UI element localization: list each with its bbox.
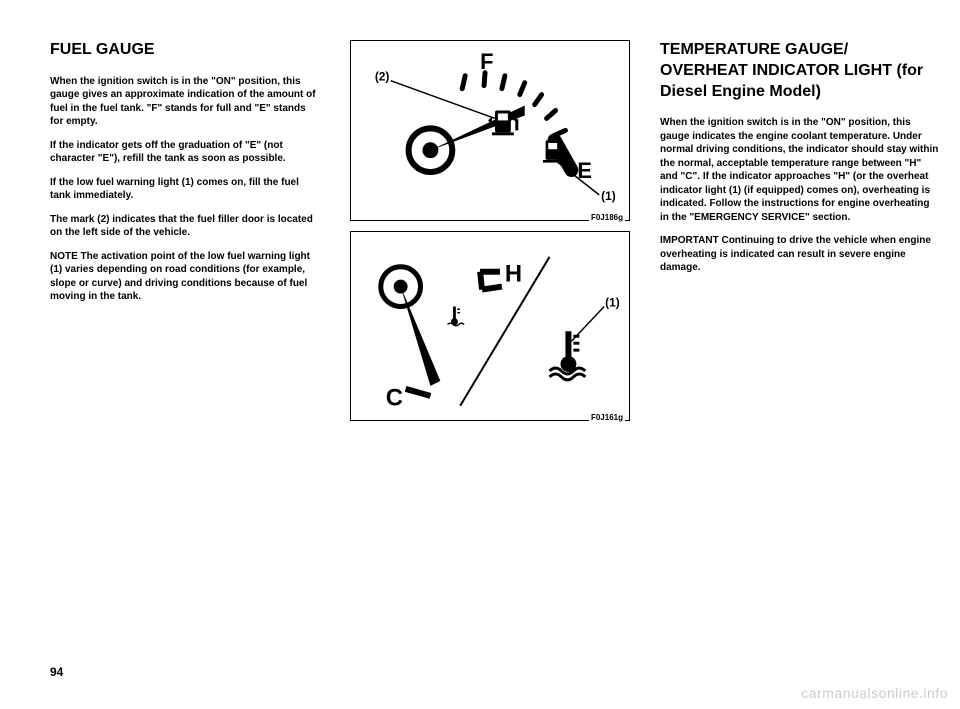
letter-f: F: [480, 49, 493, 74]
watermark: carmanualsonline.info: [801, 685, 948, 701]
fuel-gauge-svg: F E: [351, 41, 629, 220]
left-column: FUEL GAUGE When the ignition switch is i…: [50, 40, 320, 431]
letter-c: C: [386, 384, 403, 411]
callout-1: (1): [601, 189, 616, 203]
fuel-p3: If the low fuel warning light (1) comes …: [50, 176, 320, 203]
callout-2: (2): [375, 70, 390, 84]
fuel-p1: When the ignition switch is in the "ON" …: [50, 75, 320, 129]
temp-fig-label: F0J161g: [589, 413, 625, 422]
middle-column: F E: [350, 40, 630, 431]
fuel-gauge-heading: FUEL GAUGE: [50, 40, 320, 61]
temp-p1: When the ignition switch is in the "ON" …: [660, 116, 940, 224]
fuel-p5: NOTE The activation point of the low fue…: [50, 250, 320, 304]
temp-icon-small: [448, 306, 465, 325]
temp-heading: TEMPERATURE GAUGE/ OVERHEAT INDICATOR LI…: [660, 40, 940, 102]
fuel-p2: If the indicator gets off the graduation…: [50, 139, 320, 166]
right-column: TEMPERATURE GAUGE/ OVERHEAT INDICATOR LI…: [660, 40, 940, 431]
temp-gauge-svg: H C: [351, 232, 629, 421]
fuel-fig-label: F0J186g: [589, 213, 625, 222]
temp-gauge-figure: H C: [350, 231, 630, 422]
temp-p2: IMPORTANT Continuing to drive the vehicl…: [660, 234, 940, 275]
page-number: 94: [50, 665, 63, 679]
temp-callout-1: (1): [605, 295, 620, 309]
temp-icon-large: [550, 331, 586, 380]
fuel-p4: The mark (2) indicates that the fuel fil…: [50, 213, 320, 240]
letter-h: H: [505, 260, 522, 287]
page: FUEL GAUGE When the ignition switch is i…: [0, 0, 960, 471]
fuel-gauge-figure: F E: [350, 40, 630, 221]
